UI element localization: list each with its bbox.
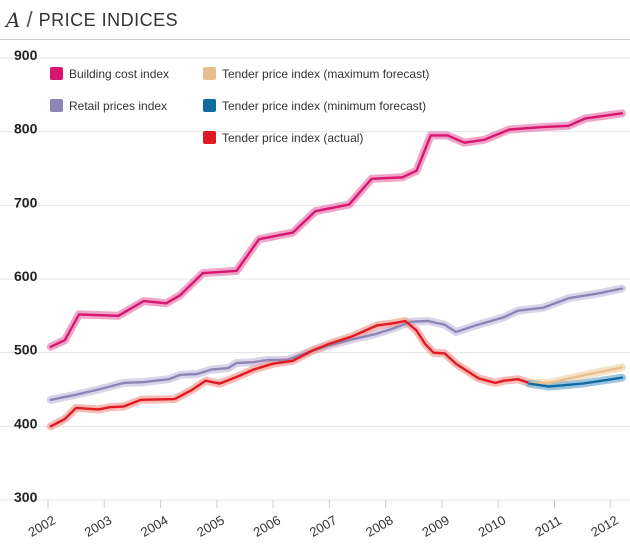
header-slash: / [26,7,33,32]
page-title: PRICE INDICES [38,9,179,30]
legend-label: Tender price index (minimum forecast) [222,99,426,113]
series-tender-price-index-actual-band [46,317,534,431]
y-tick-label: 700 [14,194,38,210]
header-divider [0,39,630,40]
chart-header: A / PRICE INDICES [6,6,178,34]
legend-label: Tender price index (maximum forecast) [222,67,429,81]
series-tender-price-index-actual-line [49,319,531,428]
legend-swatch [203,67,216,80]
y-axis: 300 400 500 600 700 800 900 [14,47,38,505]
x-tick-label: 2009 [419,512,452,539]
y-tick-label: 400 [14,415,38,431]
legend-swatch [203,131,216,144]
section-letter: A [6,8,21,32]
y-tick-label: 900 [14,47,38,63]
x-tick-label: 2012 [588,512,621,539]
legend-label: Building cost index [69,67,169,81]
series-tender-price-index-minimum-forecast-line [527,376,624,388]
legend-swatch [203,99,216,112]
series-lines [49,112,624,428]
legend-label: Tender price index (actual) [222,131,363,145]
x-axis: 2002 2003 2004 2005 2006 2007 2008 2009 2010 2011… [25,512,620,539]
x-tick-label: 2005 [194,512,227,539]
y-tick-label: 500 [14,342,38,358]
series-tender-price-index-maximum-forecast-line [527,366,624,385]
x-tick-label: 2007 [307,512,340,539]
legend-swatch [50,99,63,112]
x-tick-label: 2006 [251,512,284,539]
y-tick-label: 600 [14,268,38,284]
legend-swatch [50,67,63,80]
y-tick-label: 300 [14,489,38,505]
x-tick-label: 2002 [25,512,58,539]
x-tick-label: 2010 [476,512,509,539]
y-tick-label: 800 [14,121,38,137]
series-building-cost-index-line [49,112,624,348]
x-tick-label: 2003 [82,512,115,539]
series-bands [46,109,626,431]
x-tick-label: 2011 [532,513,564,540]
legend-label: Retail prices index [69,99,167,113]
x-tick-label: 2004 [138,512,171,539]
x-tick-label: 2008 [363,512,396,539]
legend: Building cost index Retail prices index Te… [50,67,429,145]
